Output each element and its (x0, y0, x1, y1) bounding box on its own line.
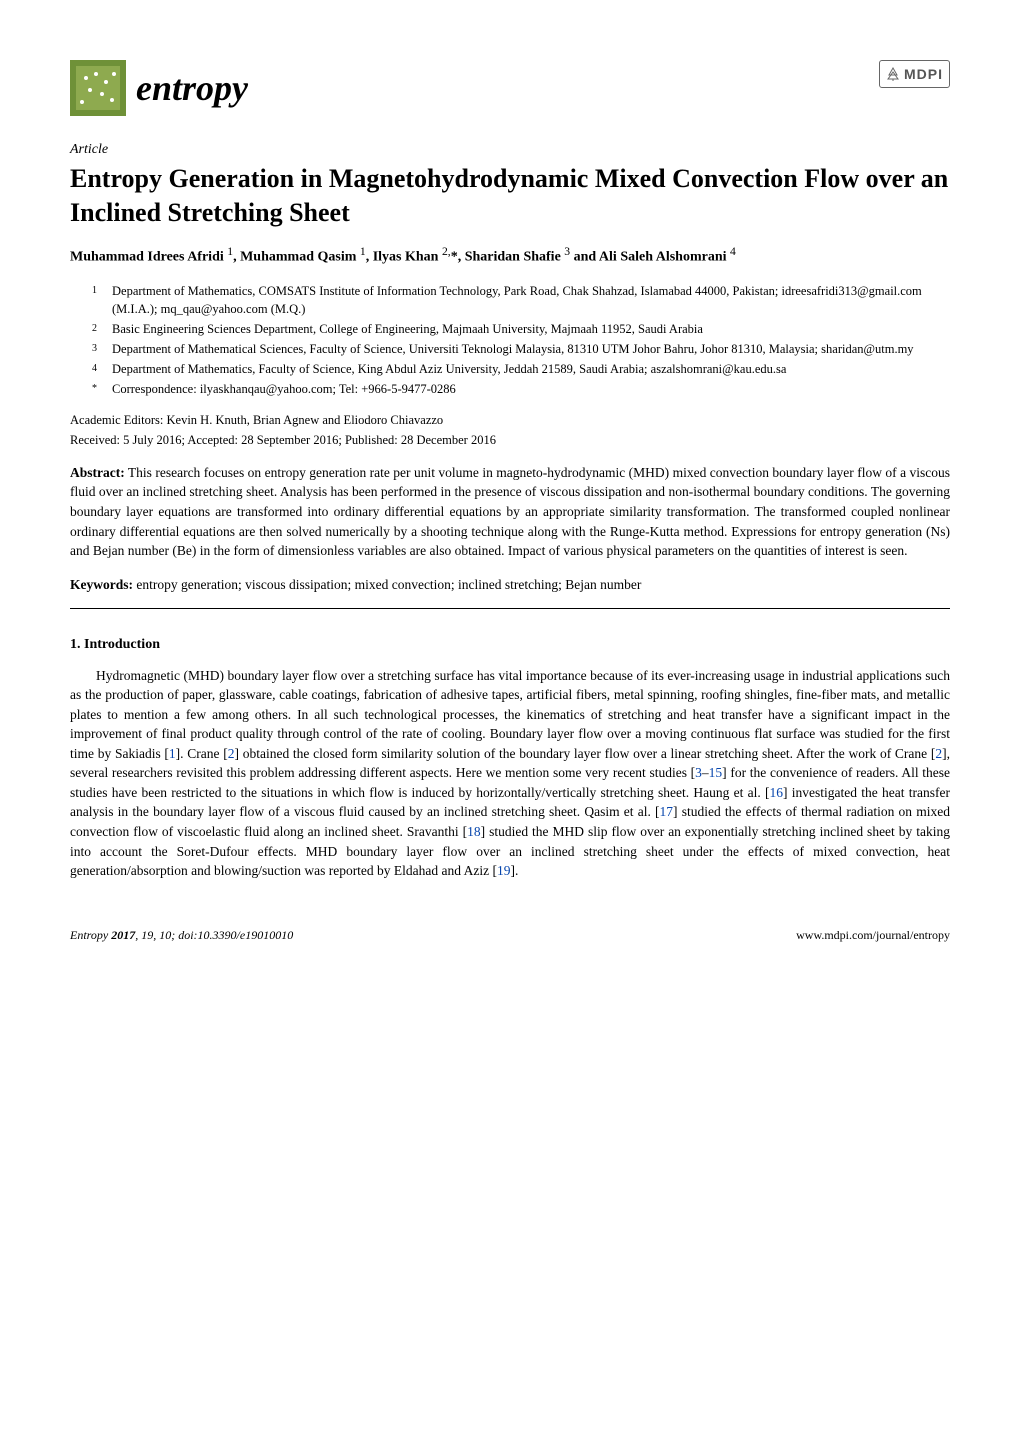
publication-dates: Received: 5 July 2016; Accepted: 28 Sept… (70, 431, 950, 449)
citation-16[interactable]: 16 (770, 785, 784, 800)
abstract-label: Abstract: (70, 465, 125, 480)
keywords: Keywords: entropy generation; viscous di… (70, 575, 950, 595)
citation-18[interactable]: 18 (467, 824, 481, 839)
affiliation-row: 4 Department of Mathematics, Faculty of S… (92, 360, 950, 378)
affiliation-row: 2 Basic Engineering Sciences Department, … (92, 320, 950, 338)
mdpi-tree-icon (886, 67, 900, 81)
abstract: Abstract: This research focuses on entro… (70, 463, 950, 561)
citation-15[interactable]: 15 (709, 765, 723, 780)
academic-editors: Academic Editors: Kevin H. Knuth, Brian … (70, 411, 950, 429)
affiliation-text: Correspondence: ilyaskhanqau@yahoo.com; … (112, 380, 950, 398)
affiliation-marker: 3 (92, 340, 102, 358)
affiliation-text: Department of Mathematical Sciences, Fac… (112, 340, 950, 358)
authors-line: Muhammad Idrees Afridi 1, Muhammad Qasim… (70, 244, 950, 268)
section-1-heading: 1. Introduction (70, 635, 950, 655)
header: entropy MDPI (70, 60, 950, 116)
citation-17[interactable]: 17 (660, 804, 674, 819)
section-1-paragraph-1: Hydromagnetic (MHD) boundary layer flow … (70, 666, 950, 881)
footer-citation: Entropy 2017, 19, 10; doi:10.3390/e19010… (70, 927, 293, 944)
affiliation-marker: * (92, 380, 102, 398)
publisher-name: MDPI (904, 64, 943, 84)
affiliation-row: * Correspondence: ilyaskhanqau@yahoo.com;… (92, 380, 950, 398)
citation-19[interactable]: 19 (497, 863, 511, 878)
affiliation-text: Basic Engineering Sciences Department, C… (112, 320, 950, 338)
publisher-logo: MDPI (879, 60, 950, 88)
affiliation-marker: 4 (92, 360, 102, 378)
affiliations-block: 1 Department of Mathematics, COMSATS Inst… (92, 282, 950, 399)
abstract-text: This research focuses on entropy generat… (70, 465, 950, 558)
citation-1[interactable]: 1 (169, 746, 176, 761)
entropy-logo-icon (70, 60, 126, 116)
journal-logo-block: entropy (70, 60, 248, 116)
affiliation-text: Department of Mathematics, COMSATS Insti… (112, 282, 950, 318)
affiliation-row: 3 Department of Mathematical Sciences, Fa… (92, 340, 950, 358)
affiliation-text: Department of Mathematics, Faculty of Sc… (112, 360, 950, 378)
affiliation-row: 1 Department of Mathematics, COMSATS Inst… (92, 282, 950, 318)
affiliation-marker: 1 (92, 282, 102, 318)
article-type-label: Article (70, 140, 950, 160)
page-footer: Entropy 2017, 19, 10; doi:10.3390/e19010… (70, 927, 950, 944)
paper-title: Entropy Generation in Magnetohydrodynami… (70, 162, 950, 230)
journal-name: entropy (136, 62, 248, 114)
affiliation-marker: 2 (92, 320, 102, 338)
citation-3[interactable]: 3 (695, 765, 702, 780)
divider-rule (70, 608, 950, 609)
footer-journal-url[interactable]: www.mdpi.com/journal/entropy (796, 927, 950, 944)
keywords-label: Keywords: (70, 577, 133, 592)
keywords-text: entropy generation; viscous dissipation;… (133, 577, 641, 592)
